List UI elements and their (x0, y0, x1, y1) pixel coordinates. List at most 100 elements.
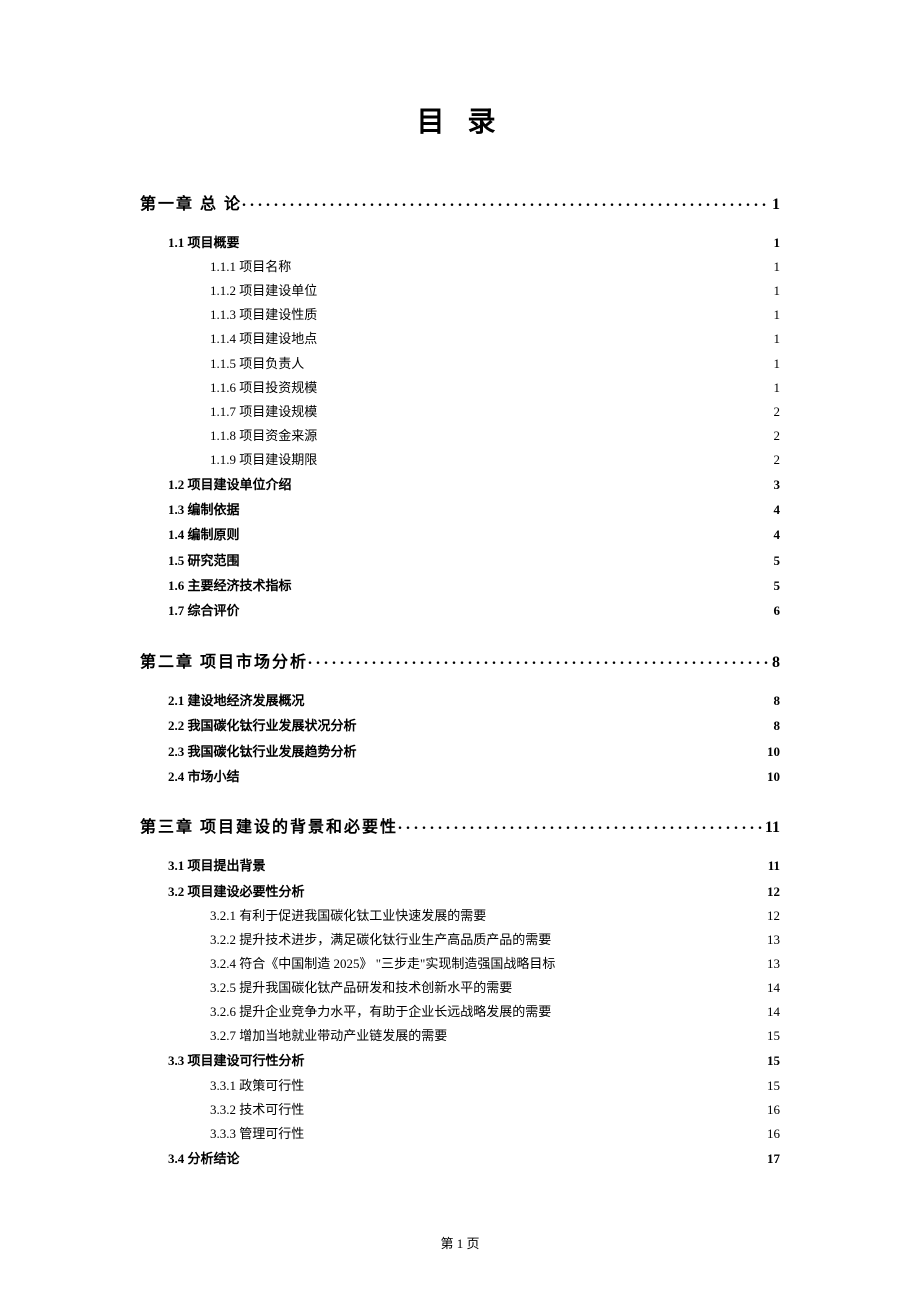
toc-entry: 1.6 主要经济技术指标5 (140, 573, 780, 598)
toc-entry-page: 10 (765, 739, 780, 764)
toc-entry: 1.4 编制原则4 (140, 522, 780, 547)
toc-leader-dots (317, 451, 771, 464)
toc-leader-dots (240, 768, 765, 781)
toc-entry: 3.3.1 政策可行性 15 (140, 1074, 780, 1098)
toc-leader-dots (555, 955, 765, 968)
toc-entry-label: 3.2.6 提升企业竞争力水平，有助于企业长远战略发展的需要 (210, 1000, 551, 1024)
toc-entry: 1.1.3 项目建设性质 1 (140, 303, 780, 327)
toc-entry-label: 3.2.2 提升技术进步，满足碳化钛行业生产高品质产品的需要 (210, 928, 551, 952)
toc-entry-page: 5 (772, 573, 781, 598)
toc-entry-page: 10 (765, 764, 780, 789)
toc-entry-label: 3.2.5 提升我国碳化钛产品研发和技术创新水平的需要 (210, 976, 512, 1000)
toc-entry-label: 2.2 我国碳化钛行业发展状况分析 (168, 713, 357, 738)
toc-entry-label: 1.1 项目概要 (168, 230, 240, 255)
toc-entry: 1.2 项目建设单位介绍 3 (140, 472, 780, 497)
toc-entry: 1.1.9 项目建设期限2 (140, 448, 780, 472)
toc-leader-dots (240, 602, 772, 615)
toc-leader-dots (357, 717, 772, 730)
toc-entry-page: 1 (772, 327, 781, 351)
toc-entry: 1.1.8 项目资金来源2 (140, 424, 780, 448)
toc-entry: 第三章 项目建设的背景和必要性11 (140, 813, 780, 837)
toc-leader-dots (292, 577, 772, 590)
toc-entry-page: 13 (765, 952, 780, 976)
toc-leader-dots (304, 355, 771, 368)
toc-entry-page: 8 (772, 713, 781, 738)
toc-leader-dots (317, 306, 771, 319)
toc-leader-dots (291, 258, 771, 271)
toc-entry-label: 2.4 市场小结 (168, 764, 240, 789)
toc-entry-page: 1 (772, 255, 781, 279)
toc-entry-label: 3.3 项目建设可行性分析 (168, 1048, 305, 1073)
toc-leader-dots (304, 1077, 765, 1090)
toc-entry-page: 11 (766, 853, 780, 878)
toc-entry-page: 6 (772, 598, 781, 623)
toc-leader-dots (398, 816, 763, 832)
toc-entry-label: 2.3 我国碳化钛行业发展趋势分析 (168, 739, 357, 764)
toc-entry: 1.1.6 项目投资规模1 (140, 376, 780, 400)
toc-entry: 3.2.4 符合《中国制造 2025》 "三步走"实现制造强国战略目标13 (140, 952, 780, 976)
toc-entry: 1.3 编制依据 4 (140, 497, 780, 522)
toc-leader-dots (317, 330, 771, 343)
toc-entry: 3.2 项目建设必要性分析12 (140, 879, 780, 904)
toc-entry-label: 3.2 项目建设必要性分析 (168, 879, 305, 904)
toc-entry: 1.1.4 项目建设地点 1 (140, 327, 780, 351)
toc-entry: 1.1.7 项目建设规模2 (140, 400, 780, 424)
toc-entry: 2.2 我国碳化钛行业发展状况分析 8 (140, 713, 780, 738)
toc-entry-label: 1.1.1 项目名称 (210, 255, 291, 279)
toc-leader-dots (512, 979, 765, 992)
toc-entry: 1.5 研究范围5 (140, 548, 780, 573)
toc-leader-dots (242, 193, 770, 209)
toc-entry-page: 14 (765, 976, 780, 1000)
toc-entry-label: 1.2 项目建设单位介绍 (168, 472, 292, 497)
toc-entry-page: 15 (765, 1048, 780, 1073)
toc-leader-dots (551, 931, 765, 944)
toc-leader-dots (551, 1003, 765, 1016)
toc-entry-page: 13 (765, 928, 780, 952)
toc-entry-page: 3 (772, 472, 781, 497)
toc-entry-page: 5 (772, 548, 781, 573)
toc-leader-dots (292, 476, 772, 489)
toc-leader-dots (266, 857, 766, 870)
toc-entry-page: 1 (770, 196, 780, 214)
toc-entry: 3.2.6 提升企业竞争力水平，有助于企业长远战略发展的需要14 (140, 1000, 780, 1024)
toc-leader-dots (317, 427, 771, 440)
toc-entry: 3.3 项目建设可行性分析 15 (140, 1048, 780, 1073)
toc-leader-dots (486, 907, 765, 920)
toc-entry-label: 第二章 项目市场分析 (140, 648, 308, 672)
toc-entry-page: 1 (772, 352, 781, 376)
toc-leader-dots (240, 234, 772, 247)
toc-entry: 第二章 项目市场分析 8 (140, 648, 780, 672)
toc-entry: 1.1.1 项目名称 1 (140, 255, 780, 279)
toc-entry-label: 1.1.6 项目投资规模 (210, 376, 317, 400)
toc-entry-label: 1.1.5 项目负责人 (210, 352, 304, 376)
toc-entry: 3.4 分析结论17 (140, 1146, 780, 1171)
toc-entry: 2.4 市场小结 10 (140, 764, 780, 789)
toc-entry-page: 4 (772, 497, 781, 522)
toc-entry-label: 1.1.7 项目建设规模 (210, 400, 317, 424)
toc-entry-page: 15 (765, 1024, 780, 1048)
toc-entry-label: 1.3 编制依据 (168, 497, 240, 522)
toc-entry: 2.3 我国碳化钛行业发展趋势分析 10 (140, 739, 780, 764)
toc-entry-label: 3.3.1 政策可行性 (210, 1074, 304, 1098)
toc-entry: 1.1.5 项目负责人 1 (140, 352, 780, 376)
toc-entry: 3.2.1 有利于促进我国碳化钛工业快速发展的需要12 (140, 904, 780, 928)
toc-entry-page: 12 (765, 904, 780, 928)
toc-entry-page: 15 (765, 1074, 780, 1098)
toc-entry-label: 1.1.3 项目建设性质 (210, 303, 317, 327)
toc-entry-label: 1.1.2 项目建设单位 (210, 279, 317, 303)
toc-leader-dots (317, 379, 771, 392)
toc-entry-label: 3.3.3 管理可行性 (210, 1122, 304, 1146)
toc-entry-label: 2.1 建设地经济发展概况 (168, 688, 305, 713)
toc-entry: 2.1 建设地经济发展概况 8 (140, 688, 780, 713)
toc-entry: 1.7 综合评价6 (140, 598, 780, 623)
toc-entry-label: 3.3.2 技术可行性 (210, 1098, 304, 1122)
toc-entry-page: 1 (772, 303, 781, 327)
toc-entry-label: 1.1.9 项目建设期限 (210, 448, 317, 472)
toc-entry-page: 1 (772, 230, 781, 255)
toc-entry: 1.1.2 项目建设单位1 (140, 279, 780, 303)
toc-entry-label: 1.1.4 项目建设地点 (210, 327, 317, 351)
toc-leader-dots (304, 1125, 765, 1138)
toc-entry-page: 8 (772, 688, 781, 713)
toc-entry-label: 3.4 分析结论 (168, 1146, 240, 1171)
toc-entry-page: 8 (770, 654, 780, 672)
